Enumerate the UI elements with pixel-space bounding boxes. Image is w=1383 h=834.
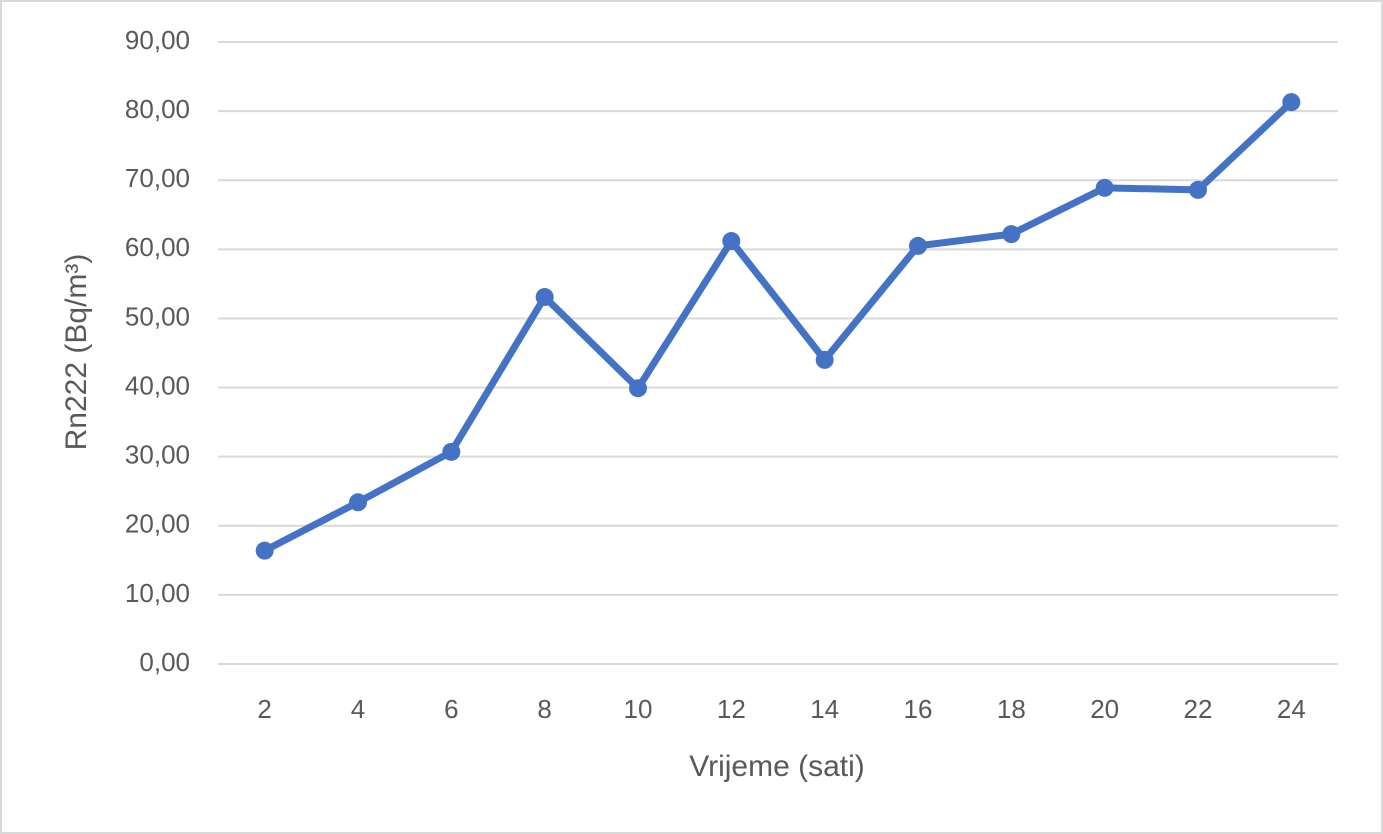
x-tick-label: 8 bbox=[537, 694, 551, 724]
x-tick-label: 12 bbox=[717, 694, 746, 724]
data-point bbox=[909, 236, 927, 255]
data-point bbox=[255, 541, 274, 560]
data-point bbox=[1282, 93, 1301, 112]
y-tick-label: 0,00 bbox=[139, 647, 190, 677]
y-axis-label: Rn222 (Bq/m³) bbox=[60, 254, 93, 451]
data-point bbox=[815, 350, 834, 369]
x-tick-label: 14 bbox=[810, 694, 839, 724]
x-tick-label: 18 bbox=[997, 694, 1026, 724]
y-tick-label: 90,00 bbox=[125, 25, 190, 55]
x-tick-label: 6 bbox=[444, 694, 458, 724]
data-point bbox=[629, 379, 647, 398]
data-point bbox=[535, 288, 554, 307]
data-point bbox=[1189, 180, 1207, 199]
y-tick-label: 50,00 bbox=[125, 301, 190, 331]
x-tick-label: 24 bbox=[1277, 694, 1306, 724]
series-line bbox=[263, 99, 1294, 554]
y-tick-label: 30,00 bbox=[125, 440, 190, 470]
data-point bbox=[1002, 225, 1021, 244]
data-point bbox=[349, 493, 367, 512]
x-tick-label: 4 bbox=[351, 694, 365, 724]
y-tick-label: 80,00 bbox=[125, 94, 190, 124]
y-tick-label: 40,00 bbox=[125, 370, 190, 400]
data-point bbox=[1095, 178, 1114, 197]
y-tick-label: 60,00 bbox=[125, 232, 190, 262]
x-tick-label: 22 bbox=[1184, 694, 1213, 724]
y-tick-label: 10,00 bbox=[125, 578, 190, 608]
x-tick-label: 10 bbox=[624, 694, 653, 724]
y-tick-label: 20,00 bbox=[125, 509, 190, 539]
data-point bbox=[722, 232, 741, 251]
x-axis-label: Vrijeme (sati) bbox=[689, 750, 865, 783]
y-tick-label: 70,00 bbox=[125, 163, 190, 193]
x-tick-label: 20 bbox=[1090, 694, 1119, 724]
x-tick-label: 16 bbox=[904, 694, 933, 724]
x-tick-label: 2 bbox=[257, 694, 271, 724]
data-point bbox=[442, 442, 461, 461]
